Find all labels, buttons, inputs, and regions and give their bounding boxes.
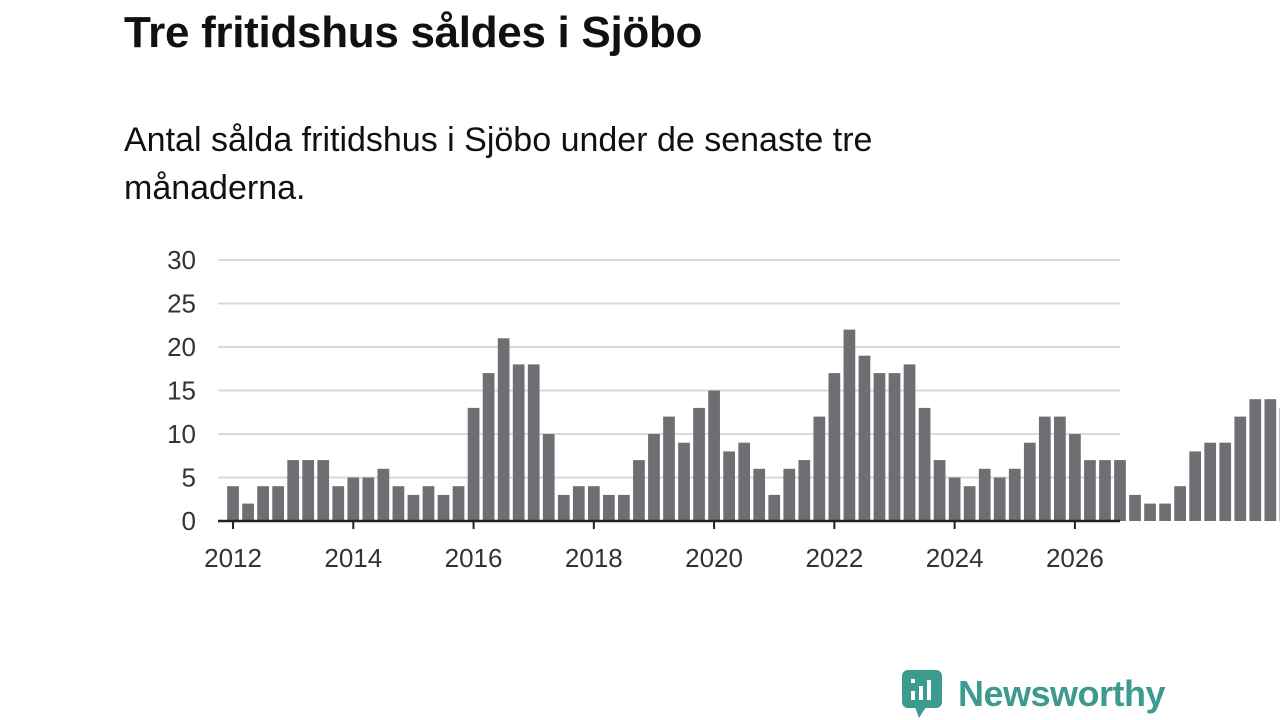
bar bbox=[257, 486, 269, 521]
bar bbox=[1023, 442, 1036, 521]
bar bbox=[858, 355, 871, 521]
bar bbox=[723, 451, 735, 521]
bar bbox=[332, 486, 345, 521]
y-tick-label: 30 bbox=[167, 245, 196, 275]
x-tick-label: 2020 bbox=[685, 543, 743, 573]
bar bbox=[452, 486, 465, 521]
bar bbox=[693, 407, 705, 521]
bar bbox=[1038, 416, 1051, 521]
bar bbox=[1204, 442, 1217, 521]
bar bbox=[1069, 434, 1081, 521]
bar bbox=[1114, 460, 1126, 521]
bar bbox=[918, 407, 931, 521]
bar bbox=[873, 373, 886, 521]
bar bbox=[407, 494, 420, 521]
bar bbox=[1054, 416, 1066, 521]
bar bbox=[903, 364, 916, 521]
bar bbox=[828, 373, 841, 521]
bar bbox=[753, 468, 766, 521]
bar bbox=[603, 494, 615, 521]
bar bbox=[948, 477, 961, 521]
bar bbox=[572, 486, 585, 521]
newsworthy-logo[interactable]: Newsworthy bbox=[902, 668, 1166, 720]
bar bbox=[557, 494, 570, 521]
bar bbox=[618, 494, 630, 521]
bars bbox=[227, 329, 1280, 521]
bar bbox=[362, 477, 375, 521]
y-tick-label: 15 bbox=[167, 376, 196, 406]
bar bbox=[377, 468, 390, 521]
bar bbox=[1008, 468, 1021, 521]
x-tick-label: 2012 bbox=[204, 543, 262, 573]
y-tick-label: 5 bbox=[182, 463, 196, 493]
y-tick-label: 10 bbox=[167, 419, 196, 449]
gridlines bbox=[218, 259, 1120, 479]
bar bbox=[392, 486, 405, 521]
y-tick-label: 25 bbox=[167, 289, 196, 319]
bar bbox=[1234, 416, 1247, 521]
bar bbox=[813, 416, 826, 521]
bar bbox=[663, 416, 675, 521]
chart-subtitle: Antal sålda fritidshus i Sjöbo under de … bbox=[124, 121, 873, 207]
bar bbox=[422, 486, 435, 521]
bar bbox=[1249, 399, 1262, 521]
bar bbox=[798, 460, 811, 521]
bar bbox=[437, 494, 450, 521]
newsworthy-logo-icon bbox=[902, 670, 942, 718]
bar bbox=[933, 460, 946, 521]
bar bbox=[783, 468, 796, 521]
bar bbox=[1189, 451, 1202, 521]
bar bbox=[1264, 399, 1277, 521]
x-tick-label: 2022 bbox=[805, 543, 863, 573]
x-tick-label: 2024 bbox=[926, 543, 984, 573]
bar-chart: 0 5 10 15 20 25 30 2012 2014 2016 2018 2020 2022 202… bbox=[167, 245, 1280, 573]
bar bbox=[678, 442, 690, 521]
x-tick-label: 2026 bbox=[1046, 543, 1104, 573]
bar bbox=[587, 486, 600, 521]
bar bbox=[1129, 494, 1141, 521]
bar bbox=[1084, 460, 1096, 521]
bar bbox=[317, 460, 330, 521]
bar bbox=[482, 373, 495, 521]
y-tick-label: 20 bbox=[167, 332, 196, 362]
y-axis-tick-labels: 0 5 10 15 20 25 30 bbox=[167, 245, 196, 536]
bar bbox=[227, 486, 239, 521]
bar bbox=[993, 477, 1006, 521]
bar bbox=[888, 373, 901, 521]
bar bbox=[467, 407, 480, 521]
bar bbox=[633, 460, 645, 521]
chart-title: Tre fritidshus såldes i Sjöbo bbox=[124, 8, 703, 57]
bar bbox=[963, 486, 976, 521]
bar bbox=[1144, 503, 1156, 521]
bar bbox=[648, 434, 660, 521]
bar bbox=[978, 468, 991, 521]
bar bbox=[1159, 503, 1171, 521]
x-tick-label: 2014 bbox=[324, 543, 382, 573]
bar bbox=[1174, 486, 1186, 521]
x-tick-label: 2016 bbox=[445, 543, 503, 573]
bar bbox=[302, 460, 315, 521]
bar bbox=[708, 390, 720, 521]
bar bbox=[1219, 442, 1232, 521]
bar bbox=[242, 503, 254, 521]
x-axis-ticks: 2012 2014 2016 2018 2020 2022 2024 2026 bbox=[204, 521, 1104, 573]
bar bbox=[527, 364, 540, 521]
x-tick-label: 2018 bbox=[565, 543, 623, 573]
newsworthy-wordmark: Newsworthy bbox=[958, 673, 1166, 714]
bar bbox=[512, 364, 525, 521]
bar bbox=[542, 434, 555, 521]
bar bbox=[768, 494, 781, 521]
bar bbox=[347, 477, 360, 521]
bar bbox=[287, 460, 300, 521]
bar bbox=[738, 442, 751, 521]
bar bbox=[1099, 460, 1111, 521]
bar bbox=[497, 338, 510, 521]
bar bbox=[272, 486, 284, 521]
bar bbox=[843, 329, 856, 521]
y-tick-label: 0 bbox=[182, 506, 196, 536]
